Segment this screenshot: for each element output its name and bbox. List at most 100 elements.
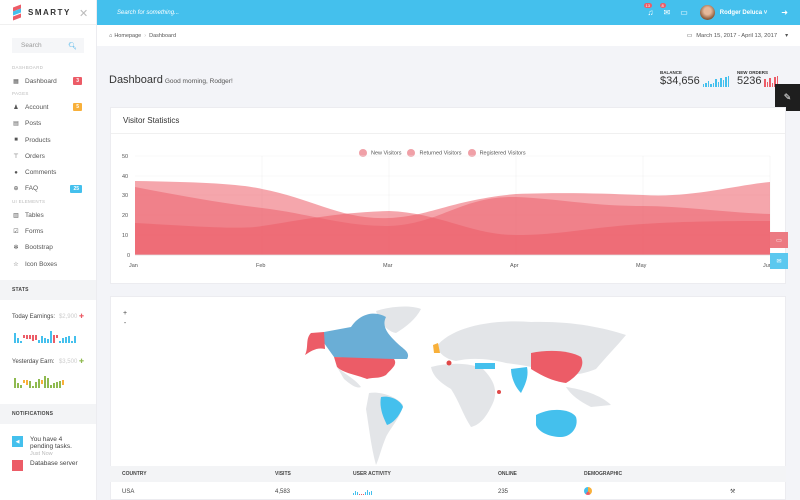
calendar-icon[interactable]: ▭ — [680, 8, 688, 17]
legend-new-visitors[interactable]: New Visitors — [359, 149, 401, 157]
search-icon[interactable]: 🔍︎ — [68, 42, 77, 50]
svg-text:Mar: Mar — [383, 263, 393, 269]
sidebar-item-products[interactable]: ■ Products — [0, 132, 96, 148]
yesterday-earnings-sparkline — [0, 365, 96, 395]
stats-heading: STATS — [0, 280, 96, 301]
bell-icon[interactable]: ♫ 13 — [643, 3, 654, 17]
database-icon — [12, 460, 23, 472]
svg-text:Feb: Feb — [256, 263, 265, 269]
sidebar: SMARTY ✕ Search 🔍︎ DASHBOARD ▦ Dashboard… — [0, 0, 97, 500]
sidebar-item-faq[interactable]: ⊕ FAQ 25 — [0, 181, 96, 197]
today-earnings: Today Earnings: $2,900 ✚ — [12, 313, 84, 321]
section-dashboard: DASHBOARD — [12, 65, 44, 70]
comment-icon: ● — [14, 169, 18, 176]
sidebar-item-forms[interactable]: ☑ Forms — [13, 228, 44, 236]
map-zoom-out-button[interactable]: - — [121, 319, 129, 327]
messages-count: 8 — [659, 3, 666, 8]
customize-pencil-icon[interactable]: ✎ — [775, 84, 800, 111]
mail-button[interactable]: ✉ — [770, 253, 788, 269]
today-earnings-sparkline — [0, 320, 96, 350]
map-zoom-in-button[interactable]: + — [121, 309, 129, 317]
svg-text:0: 0 — [127, 253, 130, 259]
breadcrumb-current: Dashboard — [149, 32, 177, 39]
svg-text:Jun: Jun — [763, 263, 772, 269]
avatar[interactable] — [699, 5, 715, 20]
logout-icon[interactable]: ➜ — [781, 8, 788, 17]
demographic-pie — [584, 487, 592, 495]
legend-registered-visitors[interactable]: Registered Visitors — [467, 149, 526, 157]
notification-item[interactable]: ◀ You have 4 pending tasks. Just Now — [0, 436, 96, 457]
orders-sparkline — [764, 76, 779, 87]
sidebar-item-comments[interactable]: ● Comments — [0, 164, 96, 180]
balance-kpi: BALANCE $34,656 — [660, 70, 730, 87]
table-row[interactable]: USA 4,583 235 ⚒ — [110, 484, 786, 500]
notifications-heading: NOTIFICATIONS — [0, 404, 96, 425]
card-title: Visitor Statistics — [111, 108, 785, 134]
chat-button[interactable]: ▭ — [770, 232, 788, 248]
gear-icon: ✻ — [13, 245, 19, 252]
notifications-count: 13 — [643, 3, 652, 8]
megaphone-icon: ◀ — [12, 436, 23, 448]
greeting: Good morning, Rodger! — [164, 78, 233, 85]
home-icon: ⌂ — [109, 32, 113, 39]
briefcase-icon: ■ — [14, 137, 18, 144]
wrench-icon[interactable]: ⚒ — [730, 489, 736, 495]
sidebar-search-input[interactable]: Search 🔍︎ — [12, 38, 84, 53]
logo[interactable]: SMARTY — [0, 0, 96, 25]
svg-text:20: 20 — [122, 213, 128, 219]
sidebar-item-posts[interactable]: ▤ Posts — [13, 120, 42, 128]
table-header: COUNTRY VISITS USER ACTIVITY ONLINE DEMO… — [110, 466, 786, 482]
sidebar-item-tables[interactable]: ▥ Tables — [13, 211, 44, 219]
breadcrumb-home[interactable]: Homepage — [114, 32, 142, 39]
user-icon: ♟ — [13, 104, 19, 111]
account-badge: 5 — [73, 103, 82, 112]
calendar-icon: ▭ — [686, 32, 693, 39]
svg-text:Apr: Apr — [510, 263, 519, 269]
lifebuoy-icon: ⊕ — [13, 186, 19, 193]
breadcrumb: ⌂ Homepage › Dashboard ▭ March 15, 2017 -… — [97, 25, 800, 46]
grid-icon: ▦ — [13, 78, 19, 85]
visitor-statistics-card: Visitor Statistics New Visitors Returned… — [110, 107, 786, 284]
app-name: SMARTY — [28, 7, 71, 17]
arrow-down-icon: ✚ — [78, 314, 84, 321]
caret-down-icon: ▾ — [785, 32, 788, 39]
global-search-input[interactable]: Search for something... — [117, 9, 180, 16]
sidebar-item-orders[interactable]: ⊤ Orders — [13, 152, 45, 160]
svg-text:Jan: Jan — [129, 263, 138, 269]
legend-returned-visitors[interactable]: Returned Visitors — [407, 149, 462, 157]
svg-text:40: 40 — [122, 174, 128, 180]
dashboard-badge: 3 — [73, 77, 82, 86]
date-range-picker[interactable]: ▭ March 15, 2017 - April 13, 2017 ▾ — [686, 32, 788, 39]
world-map[interactable] — [111, 297, 787, 467]
balance-sparkline — [702, 76, 730, 87]
chart-legend: New Visitors Returned Visitors Registere… — [359, 149, 526, 157]
svg-text:50: 50 — [122, 154, 128, 160]
yesterday-earnings: Yesterday Earn: $3,500 ✚ — [12, 358, 84, 366]
section-pages: PAGES — [12, 91, 29, 97]
checkbox-icon: ☑ — [13, 229, 19, 236]
star-icon: ☆ — [13, 261, 19, 268]
logo-icon — [13, 4, 21, 20]
cart-icon: ⊤ — [13, 153, 19, 160]
topbar: Search for something... ♫ 13 ✉ 8 ▭ Rodger … — [97, 0, 800, 25]
faq-badge: 25 — [70, 184, 82, 193]
sidebar-item-icon-boxes[interactable]: ☆ Icon Boxes — [13, 260, 58, 268]
close-sidebar-icon[interactable]: ✕ — [79, 8, 89, 20]
sidebar-item-account[interactable]: ♟ Account 5 — [0, 99, 96, 115]
svg-text:10: 10 — [122, 233, 128, 239]
arrow-up-icon: ✚ — [78, 359, 84, 366]
sidebar-item-bootstrap[interactable]: ✻ Bootstrap — [13, 244, 53, 252]
section-ui-elements: UI ELEMENTS — [12, 199, 46, 205]
notification-item[interactable]: Database server — [0, 460, 96, 472]
envelope-icon[interactable]: ✉ 8 — [659, 3, 671, 17]
file-icon: ▤ — [13, 121, 19, 128]
envelope-icon: ✉ — [776, 258, 782, 265]
user-menu[interactable]: Rodger Deluca ˅ — [719, 9, 768, 16]
visitor-area-chart: 50 40 30 20 10 0 Jan Feb Mar Apr May Jun — [122, 154, 772, 269]
sidebar-item-dashboard[interactable]: ▦ Dashboard 3 — [0, 73, 96, 89]
page-title: Dashboard Good morning, Rodger! — [109, 74, 233, 86]
comment-icon: ▭ — [776, 237, 782, 244]
user-activity-sparkline — [353, 490, 372, 495]
search-placeholder: Search — [21, 42, 42, 49]
table-icon: ▥ — [13, 212, 19, 219]
